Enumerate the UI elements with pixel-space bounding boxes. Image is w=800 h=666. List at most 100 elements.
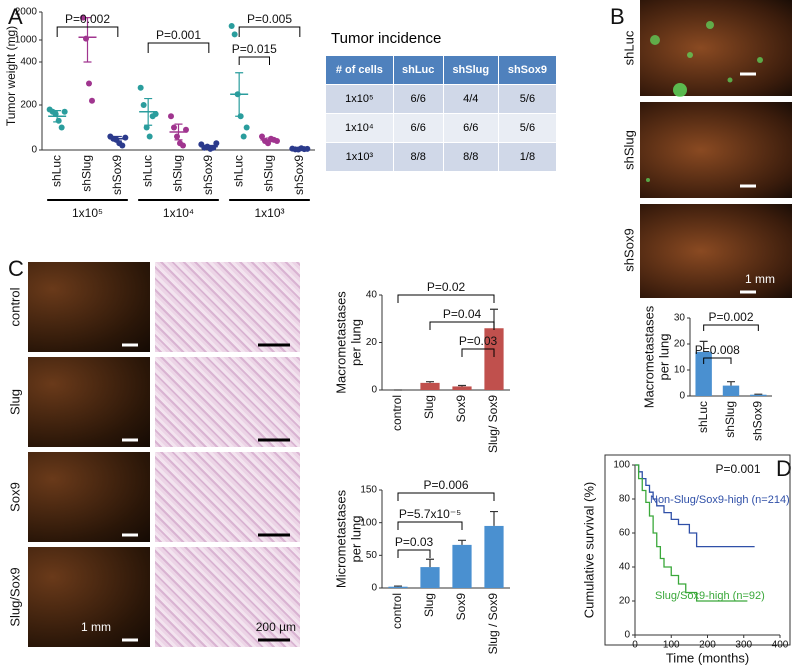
y-tick-label: 20 — [366, 337, 378, 348]
survival-curve — [635, 464, 748, 602]
annotation: P=0.015 — [232, 42, 277, 56]
header-cell: shLuc — [392, 55, 444, 85]
error-bar — [295, 147, 304, 150]
bracket — [703, 324, 759, 331]
y-tick-label: 0 — [371, 385, 377, 396]
scale-label: 1 mm — [745, 272, 775, 286]
fluorescence-image — [640, 0, 792, 96]
x-tick-label: shLuc — [696, 401, 710, 433]
data-point — [240, 133, 247, 140]
error-bar — [113, 135, 122, 142]
annotation: P=0.005 — [247, 12, 292, 26]
annotation: P=0.006 — [423, 478, 468, 492]
annotation: P=0.001 — [715, 462, 760, 476]
y-axis-title: Macrometastases — [641, 305, 656, 408]
y-tick-label: 0 — [624, 630, 630, 641]
data-point — [228, 23, 235, 29]
data-point — [168, 113, 174, 120]
y-tick-label: 40 — [619, 562, 631, 573]
x-tick-label: shLuc — [49, 155, 63, 187]
bar — [452, 386, 472, 390]
error-bar — [490, 510, 498, 526]
group-label: 1x10³ — [254, 206, 284, 220]
data-point — [86, 80, 92, 87]
fluorescence-image — [640, 102, 792, 198]
annotation: P=5.7x10⁻⁵ — [399, 507, 461, 521]
y-axis-title: Cumulative survival (%) — [581, 482, 596, 619]
table-cell: 4/4 — [442, 84, 499, 114]
bar — [750, 394, 767, 396]
error-bar — [265, 137, 274, 143]
table-title: Tumor incidence — [331, 30, 442, 47]
x-tick-label: 400 — [772, 640, 789, 651]
x-tick-label: shSlug — [80, 155, 94, 192]
error-bar — [204, 144, 213, 149]
y-tick-label: 2000 — [15, 7, 38, 18]
bracket — [238, 26, 301, 37]
group-label: 1x10⁴ — [163, 206, 194, 220]
table-cell: 6/6 — [442, 113, 499, 143]
histology-image — [155, 547, 300, 647]
y-tick-label: 100 — [360, 517, 377, 528]
x-tick-label: Slug — [422, 395, 436, 419]
panel-label: C — [8, 256, 24, 281]
image-label: shSox9 — [621, 228, 636, 271]
y-tick-label: 400 — [20, 57, 37, 68]
data-point — [274, 138, 280, 144]
bracket — [429, 321, 495, 330]
table-cell: 8/8 — [442, 142, 499, 172]
bar — [695, 351, 712, 396]
image-label: shSlug — [621, 130, 636, 170]
bracket — [397, 294, 495, 303]
x-tick-label: shSox9 — [292, 155, 306, 195]
lung-image — [28, 357, 150, 447]
scale-label: 1 mm — [81, 620, 111, 634]
image-label: Slug/Sox9 — [7, 567, 22, 626]
table-header: # of cells shLuc shSlug shSox9 — [325, 55, 558, 85]
x-tick-label: Slug — [422, 593, 436, 617]
y-axis-title: Tumor weight (mg) — [4, 26, 18, 126]
table-cell: 1x10³ — [325, 142, 394, 172]
data-point — [180, 142, 186, 149]
table-body: 1x10⁵ 6/6 4/4 5/6 1x10⁴ 6/6 6/6 5/6 1x10³ 8/8 8/8 1… — [325, 84, 558, 172]
y-tick-label: 0 — [371, 583, 377, 594]
data-point — [137, 84, 144, 91]
bar — [452, 544, 472, 588]
y-tick-label: 0 — [31, 145, 37, 156]
error-bar — [174, 123, 183, 141]
annotation: P=0.02 — [427, 280, 466, 294]
y-tick-label: 60 — [619, 528, 631, 539]
x-tick-label: shSox9 — [110, 155, 124, 195]
table-cell: 1x10⁴ — [325, 113, 394, 143]
bar — [722, 385, 740, 396]
x-tick-label: 300 — [735, 640, 752, 651]
y-tick-label: 1000 — [15, 35, 38, 46]
header-cell: # of cells — [325, 55, 394, 85]
x-tick-label: shLuc — [231, 155, 245, 187]
image-label: shLuc — [621, 30, 636, 65]
table: # of cells shLuc shSlug shSox9 1x10⁵ 6/6 4/4 5… — [325, 55, 558, 172]
decor — [122, 21, 763, 642]
scale-label: 200 µm — [256, 620, 296, 634]
x-tick-label: shSlug — [262, 155, 276, 192]
annotation: P=0.001 — [156, 28, 201, 42]
x-tick-label: control — [390, 395, 404, 431]
y-axis-title: per lung — [656, 334, 671, 381]
y-tick-label: 0 — [679, 391, 685, 402]
lung-image — [28, 452, 150, 542]
error-bar — [458, 539, 466, 545]
x-tick-label: Sox9 — [454, 395, 468, 423]
series-label: Non-Slug/Sox9-high (n=214) — [650, 494, 790, 506]
y-tick-label: 80 — [619, 494, 631, 505]
x-tick-label: Slug / Sox9 — [486, 593, 500, 655]
bar — [388, 586, 408, 588]
y-axis-title: Macrometastases — [333, 291, 348, 394]
data-point — [259, 133, 265, 140]
y-tick-label: 10 — [674, 365, 686, 376]
x-axis-title: Time (months) — [666, 650, 749, 665]
fluorescence-image — [640, 204, 792, 298]
x-tick-label: shSlug — [171, 155, 185, 192]
y-tick-label: 40 — [366, 290, 378, 301]
group-label: 1x10⁵ — [72, 206, 103, 220]
